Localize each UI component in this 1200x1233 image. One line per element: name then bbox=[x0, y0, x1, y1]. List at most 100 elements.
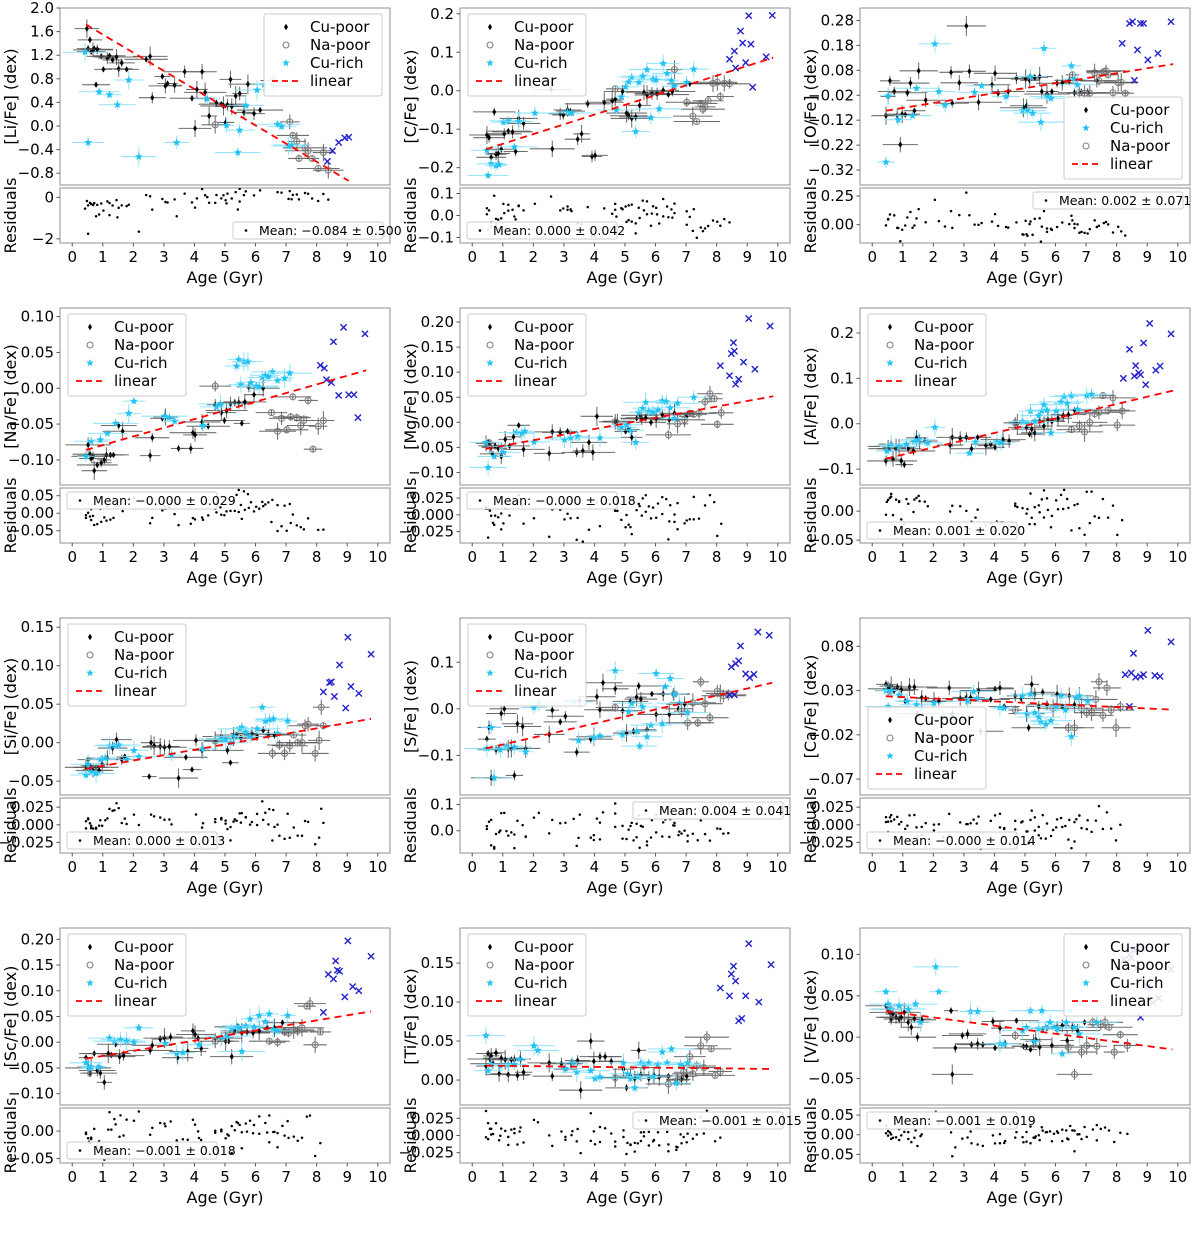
data-point-cu-rich bbox=[122, 755, 131, 763]
x-tick-label: 4 bbox=[590, 858, 600, 876]
data-point-outlier bbox=[1121, 671, 1129, 679]
residual-point bbox=[193, 1123, 197, 1126]
legend-label-cu-rich: Cu-rich bbox=[1110, 119, 1163, 137]
data-point-cu-rich bbox=[563, 107, 572, 116]
data-point-cu-poor bbox=[628, 698, 633, 705]
legend-label-cu-poor: Cu-poor bbox=[1110, 938, 1170, 956]
data-point-outlier bbox=[341, 993, 349, 1001]
data-point-cu-rich bbox=[1037, 1006, 1046, 1015]
data-point-na-poor bbox=[690, 410, 698, 418]
x-tick-label: 0 bbox=[67, 858, 77, 876]
data-point-na-poor bbox=[1011, 419, 1019, 427]
residual-point bbox=[676, 501, 679, 505]
residual-point bbox=[507, 1135, 510, 1139]
residual-point bbox=[622, 1129, 625, 1132]
residual-point bbox=[125, 1118, 128, 1121]
data-point-cu-rich bbox=[654, 1060, 662, 1068]
data-point-outlier bbox=[727, 970, 735, 978]
main-axes-s-fe: −0.10.00.1 bbox=[418, 617, 791, 796]
residual-point bbox=[1021, 506, 1024, 510]
legend-label-cu-rich: Cu-rich bbox=[914, 354, 967, 372]
residual-point bbox=[673, 824, 676, 827]
legend-label-na-poor: Na-poor bbox=[1110, 956, 1171, 974]
residual-point bbox=[276, 529, 279, 533]
residual-point bbox=[951, 226, 954, 230]
residual-point bbox=[636, 1142, 640, 1145]
data-point-cu-rich bbox=[644, 1058, 653, 1067]
data-point-cu-rich bbox=[574, 736, 583, 744]
data-point-na-poor bbox=[1075, 422, 1083, 430]
legend-label-na-poor: Na-poor bbox=[114, 646, 175, 664]
residual-point bbox=[119, 1114, 122, 1117]
error-bar bbox=[273, 746, 296, 761]
x-tick-label: 2 bbox=[529, 858, 539, 876]
residual-point bbox=[1037, 825, 1040, 829]
residual-point bbox=[1085, 1135, 1088, 1139]
y-tick-label: 0.8 bbox=[30, 70, 54, 88]
data-point-outlier bbox=[1142, 381, 1150, 389]
residual-point bbox=[500, 512, 503, 515]
data-point-cu-poor bbox=[949, 1007, 954, 1014]
x-tick-label: 5 bbox=[1020, 248, 1030, 266]
x-tick-label: 4 bbox=[190, 1168, 200, 1186]
residual-point bbox=[598, 838, 602, 841]
data-point-cu-poor bbox=[120, 428, 125, 435]
residual-point bbox=[547, 535, 551, 538]
main-axes-al-fe: −0.10.00.10.2 bbox=[818, 307, 1191, 486]
x-tick-label: 7 bbox=[1081, 548, 1091, 566]
data-point-cu-rich bbox=[1073, 405, 1082, 413]
x-tick-label: 4 bbox=[990, 248, 1000, 266]
data-point-na-poor bbox=[308, 154, 316, 162]
data-point-cu-poor bbox=[150, 434, 155, 441]
error-bar bbox=[301, 745, 329, 762]
data-point-na-poor bbox=[704, 97, 712, 105]
data-point-cu-rich bbox=[232, 1022, 241, 1031]
residual-point bbox=[235, 1120, 238, 1124]
x-tick-label: 6 bbox=[651, 548, 661, 566]
residual-point bbox=[907, 1137, 910, 1141]
x-tick-label: 1 bbox=[98, 248, 108, 266]
legend-label-cu-poor: Cu-poor bbox=[514, 628, 574, 646]
residual-point bbox=[706, 224, 710, 228]
residual-point bbox=[1097, 224, 1101, 227]
data-point-cu-rich bbox=[1043, 92, 1051, 100]
residual-point bbox=[1021, 233, 1024, 236]
data-point-cu-rich bbox=[1018, 691, 1027, 700]
residual-mean-box-al-fe: Mean: 0.001 ± 0.020 bbox=[866, 521, 1025, 540]
data-point-outlier bbox=[762, 53, 770, 61]
residual-point bbox=[661, 821, 665, 824]
residual-point bbox=[246, 492, 250, 496]
residual-point bbox=[638, 846, 641, 850]
residual-point bbox=[627, 204, 630, 207]
residual-point bbox=[322, 192, 325, 196]
data-point-cu-rich bbox=[530, 108, 539, 117]
data-point-cu-poor bbox=[492, 108, 497, 116]
data-point-cu-poor bbox=[515, 720, 520, 727]
residual-point bbox=[276, 503, 279, 507]
residual-point bbox=[283, 504, 286, 507]
data-point-cu-rich bbox=[611, 666, 620, 675]
data-point-cu-poor bbox=[575, 1057, 580, 1064]
error-bar bbox=[673, 106, 713, 126]
residual-point bbox=[639, 1139, 643, 1143]
residual-point bbox=[937, 219, 941, 223]
residual-point bbox=[719, 827, 722, 831]
residual-point bbox=[642, 1130, 646, 1134]
residual-point bbox=[654, 206, 658, 210]
residual-point bbox=[958, 504, 962, 508]
residual-axis-label: Residuals bbox=[801, 478, 820, 554]
data-point-na-poor bbox=[701, 398, 709, 406]
data-point-cu-rich bbox=[237, 723, 246, 731]
residual-point bbox=[507, 1143, 510, 1147]
data-point-na-poor bbox=[706, 714, 714, 722]
data-point-cu-poor bbox=[239, 420, 244, 427]
data-point-cu-rich bbox=[973, 1007, 982, 1015]
residual-point bbox=[116, 216, 119, 219]
data-point-cu-rich bbox=[269, 1025, 278, 1033]
residual-point bbox=[297, 198, 301, 201]
data-point-cu-rich bbox=[92, 769, 101, 777]
y-tick-label: 0.10 bbox=[821, 945, 854, 963]
residual-point bbox=[108, 201, 111, 205]
residual-point bbox=[1068, 818, 1071, 822]
data-point-cu-rich bbox=[533, 1046, 542, 1054]
